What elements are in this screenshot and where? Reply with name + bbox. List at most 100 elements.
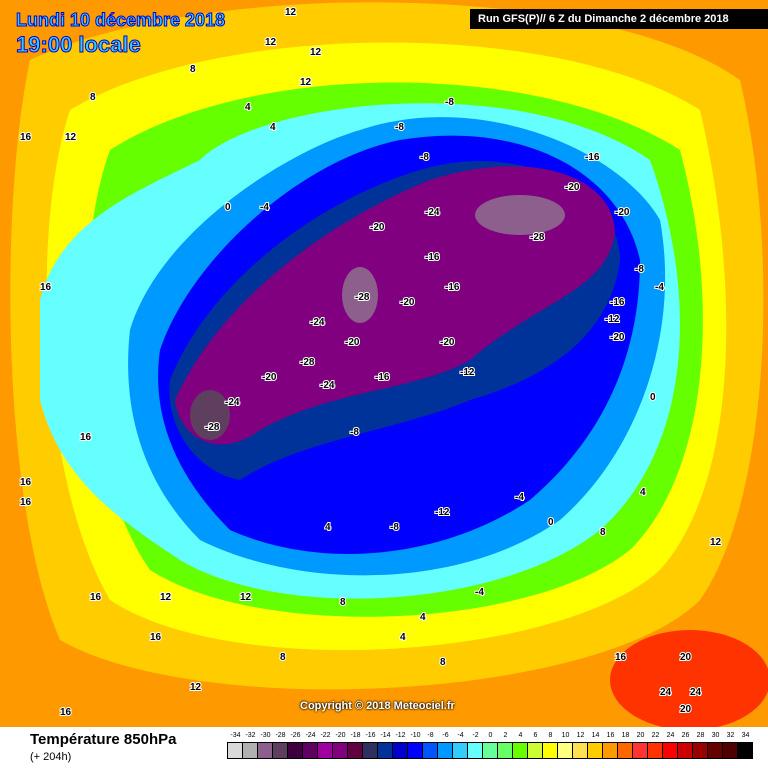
legend-swatch	[722, 742, 738, 759]
contour-label: 4	[420, 612, 426, 623]
contour-label: -20	[345, 337, 360, 348]
legend-cell: 12	[572, 732, 588, 759]
contour-label: -24	[310, 317, 325, 328]
legend-label: 26	[681, 732, 690, 739]
legend-swatch	[557, 742, 573, 759]
legend-label: -4	[457, 732, 464, 739]
legend-swatch	[677, 742, 693, 759]
contour-label: -4	[260, 202, 269, 213]
legend-subtitle: (+ 204h)	[30, 751, 72, 763]
legend-label: -24	[305, 732, 316, 739]
legend-cell: -22	[317, 732, 333, 759]
legend-cell: -30	[257, 732, 273, 759]
legend-swatch	[317, 742, 333, 759]
legend-cell: 20	[632, 732, 648, 759]
legend-cell: -18	[347, 732, 363, 759]
warm-patch	[610, 630, 768, 727]
legend-swatch	[572, 742, 588, 759]
legend-cell: -10	[407, 732, 423, 759]
legend-swatch	[542, 742, 558, 759]
legend-label: -34	[230, 732, 241, 739]
legend-label: -18	[350, 732, 361, 739]
contour-label: -20	[370, 222, 385, 233]
legend-swatch	[272, 742, 288, 759]
contour-label: -16	[425, 252, 440, 263]
legend-cell: -8	[422, 732, 438, 759]
legend-cell: 26	[677, 732, 693, 759]
legend-label: -28	[275, 732, 286, 739]
legend-label: -14	[380, 732, 391, 739]
contour-label: -20	[400, 297, 415, 308]
legend-label: 16	[606, 732, 615, 739]
cold-core-2	[342, 267, 378, 323]
legend-cell: 34	[737, 732, 753, 759]
legend-swatch	[602, 742, 618, 759]
legend-label: 24	[666, 732, 675, 739]
legend-label: -22	[320, 732, 331, 739]
contour-label: 4	[400, 632, 406, 643]
legend-swatch	[527, 742, 543, 759]
contour-label: 12	[285, 7, 297, 18]
contour-label: -20	[610, 332, 625, 343]
contour-label: 0	[650, 392, 656, 403]
contour-label: -20	[262, 372, 277, 383]
legend-swatch	[332, 742, 348, 759]
contour-label: -4	[655, 282, 664, 293]
legend-cell: 14	[587, 732, 603, 759]
legend-cell: 32	[722, 732, 738, 759]
legend-cell: 30	[707, 732, 723, 759]
legend-cell: 28	[692, 732, 708, 759]
legend-label: 2	[503, 732, 508, 739]
legend-swatch	[497, 742, 513, 759]
contour-label: 4	[325, 522, 331, 533]
legend-cell: 8	[542, 732, 558, 759]
contour-label: -8	[635, 264, 644, 275]
legend-swatch	[287, 742, 303, 759]
contour-label: 12	[310, 47, 322, 58]
contour-label: 12	[300, 77, 312, 88]
legend-cell: -6	[437, 732, 453, 759]
contour-label: 8	[280, 652, 286, 663]
legend-swatch	[422, 742, 438, 759]
contour-label: 12	[190, 682, 202, 693]
legend-label: -32	[245, 732, 256, 739]
contour-label: -12	[460, 367, 475, 378]
legend-swatch	[647, 742, 663, 759]
legend-swatch	[242, 742, 258, 759]
contour-label: -28	[530, 232, 545, 243]
legend-label: -26	[290, 732, 301, 739]
legend-label: 20	[636, 732, 645, 739]
legend-label: -10	[410, 732, 421, 739]
legend-label: 30	[711, 732, 720, 739]
legend-cell: -14	[377, 732, 393, 759]
legend-label: -8	[427, 732, 434, 739]
contour-label: 0	[548, 517, 554, 528]
legend-swatch	[227, 742, 243, 759]
contour-label: 12	[65, 132, 77, 143]
contour-label: -20	[440, 337, 455, 348]
legend-cell: -32	[242, 732, 258, 759]
temperature-map: 12 12 12 12 16 16 16 12 8 8 4 4 0 -4 -8 -8 -8 -16 -20 -20 -2…	[0, 0, 768, 727]
legend-label: -2	[472, 732, 479, 739]
legend-swatch	[512, 742, 528, 759]
legend-cell: 16	[602, 732, 618, 759]
contour-label: 12	[240, 592, 252, 603]
legend-cell: 6	[527, 732, 543, 759]
forecast-date: Lundi 10 décembre 2018	[15, 10, 226, 31]
contour-label: 24	[690, 687, 702, 698]
legend-label: 34	[741, 732, 750, 739]
copyright: Copyright © 2018 Meteociel.fr	[300, 700, 455, 712]
legend-swatch	[707, 742, 723, 759]
legend-label: 8	[548, 732, 553, 739]
contour-label: 12	[710, 537, 722, 548]
legend-swatch	[437, 742, 453, 759]
contour-label: 8	[90, 92, 96, 103]
legend-label: 14	[591, 732, 600, 739]
legend-swatch	[662, 742, 678, 759]
cold-core-1	[475, 195, 565, 235]
legend-cell: -26	[287, 732, 303, 759]
legend-label: 12	[576, 732, 585, 739]
legend-swatch	[587, 742, 603, 759]
contour-label: 16	[150, 632, 162, 643]
legend-swatch	[632, 742, 648, 759]
